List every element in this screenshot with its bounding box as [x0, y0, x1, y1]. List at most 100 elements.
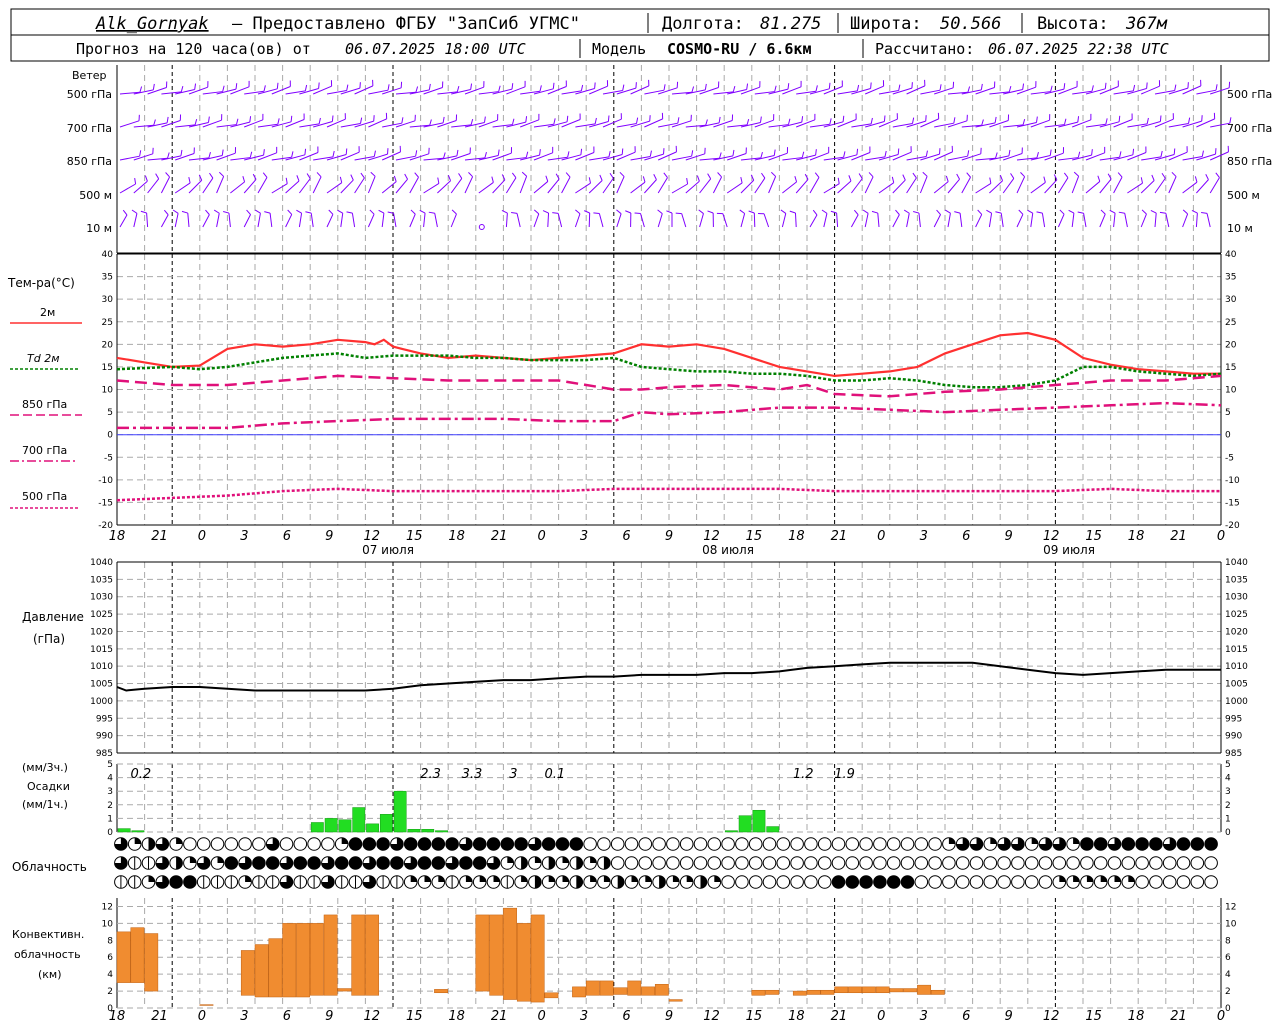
convective-cloud-bar	[752, 990, 765, 995]
wind-barb-flag	[222, 150, 223, 156]
wind-barb	[1210, 152, 1228, 160]
wind-barb	[368, 176, 375, 193]
precip-bar	[132, 831, 144, 832]
legend-label-500: 500 гПа	[22, 490, 67, 503]
convective-cloud-bar	[365, 915, 378, 995]
wind-barb-flag	[895, 210, 899, 215]
wind-barb-flag	[733, 86, 735, 92]
wind-barb-flag	[771, 172, 775, 176]
wind-barb-flag	[699, 210, 704, 214]
wind-barb	[741, 213, 745, 227]
hour-tick-label: 0	[537, 1009, 545, 1024]
wind-barb-flag	[1152, 175, 1154, 181]
hour-tick-label: 9	[665, 529, 673, 544]
wind-barb-flag	[286, 178, 287, 184]
cloud-cover-icon	[998, 857, 1011, 870]
cloud-cover-fill	[846, 876, 859, 889]
hour-tick-label: 3	[240, 1009, 248, 1024]
wind-barb-flag	[643, 176, 645, 182]
wind-barb-flag	[278, 118, 279, 124]
station-name: Alk_Gornyak	[95, 14, 209, 34]
wind-barb	[795, 213, 796, 227]
cloud-cover-icon	[777, 838, 790, 851]
wind-barb	[230, 182, 244, 193]
y-tick-label: 2	[1225, 801, 1231, 811]
wind-barb-flag	[305, 149, 306, 155]
wind-barb-flag	[338, 210, 343, 213]
wind-barb	[1031, 182, 1046, 193]
wind-barb-flag	[708, 174, 711, 179]
cloud-cover-fill	[149, 876, 155, 882]
y-tick-label: 0	[1225, 431, 1231, 441]
y-tick-label: 4	[1225, 774, 1231, 784]
cloud-cover-icon	[1053, 857, 1066, 870]
precip-title: Осадки	[27, 780, 70, 793]
convective-cloud-bar	[503, 908, 516, 999]
cloud-cover-fill	[446, 838, 459, 851]
y-tick-label: 20	[1225, 340, 1237, 350]
precip-bar	[311, 822, 323, 832]
cloud-cover-icon	[1039, 876, 1052, 889]
wind-barb-flag	[838, 178, 839, 184]
cloud-cover-fill	[418, 838, 431, 851]
wind-barb-flag	[1011, 173, 1014, 178]
wind-barb-flag	[164, 210, 168, 215]
y-tick-label: 6	[107, 953, 113, 963]
hour-tick-label: 18	[448, 1009, 465, 1024]
wind-barb-flag	[1105, 83, 1106, 89]
wind-barb	[1072, 213, 1074, 227]
hour-tick-label: 0	[877, 529, 885, 544]
cloud-cover-icon	[1205, 857, 1218, 870]
wind-barb	[838, 120, 857, 127]
wind-barb-flag	[1064, 83, 1065, 89]
precip-total-label: 2.3	[420, 767, 441, 782]
wind-barb-flag	[610, 173, 613, 178]
y-tick-label: 1010	[90, 662, 113, 672]
hour-tick-label: 0	[1217, 1009, 1225, 1024]
convective-cloud-bar	[434, 989, 447, 992]
wind-barb-flag	[1118, 173, 1122, 178]
precip-bar	[767, 827, 779, 832]
wind-barb	[879, 183, 894, 193]
model-value: COSMO-RU / 6.6км	[667, 40, 812, 58]
wind-barb	[1114, 177, 1122, 193]
hour-tick-label: 3	[920, 529, 928, 544]
wind-barb	[161, 177, 169, 193]
y-tick-label: 30	[102, 295, 114, 305]
y-tick-label: 15	[1225, 363, 1236, 373]
header-line-2: Прогноз на 120 часа(ов) от 06.07.2025 18…	[76, 39, 1169, 58]
wind-barb-flag	[347, 85, 348, 91]
wind-barb-flag	[1147, 118, 1148, 124]
wind-barb-flag	[319, 118, 320, 124]
model-label: Модель	[592, 40, 646, 58]
cloud-cover-icon	[1205, 876, 1218, 889]
cloud-cover-icon	[1012, 857, 1025, 870]
cloud-cover-icon	[653, 838, 666, 851]
wind-barb-flag	[705, 84, 706, 90]
y-tick-label: 1005	[90, 680, 113, 690]
wind-title: Ветер	[72, 69, 106, 82]
cloud-cover-icon	[929, 857, 942, 870]
wind-level-left: 10 м	[86, 222, 112, 235]
wind-barb-flag	[526, 152, 527, 158]
wind-barb-flag	[903, 175, 906, 180]
wind-barb-flag	[264, 85, 265, 91]
legend-label-2m: 2м	[40, 306, 55, 319]
wind-barb	[424, 213, 425, 227]
cloud-cover-fill	[874, 876, 887, 889]
convective-cloud-bar	[255, 945, 268, 997]
wind-barb-flag	[141, 211, 147, 213]
convective-cloud-bar	[641, 987, 654, 995]
wind-barb-flag	[552, 213, 558, 214]
wind-barb-flag	[1162, 173, 1165, 178]
wind-barb-flag	[967, 173, 971, 178]
cloud-cover-fill	[563, 876, 569, 882]
wind-barb	[286, 120, 305, 127]
y-tick-label: 30	[1225, 295, 1237, 305]
wind-barb	[217, 176, 224, 193]
hour-tick-label: 9	[325, 529, 333, 544]
wind-barb	[1001, 213, 1003, 227]
cloud-cover-fill	[549, 857, 555, 870]
wind-barb-flag	[181, 86, 183, 92]
